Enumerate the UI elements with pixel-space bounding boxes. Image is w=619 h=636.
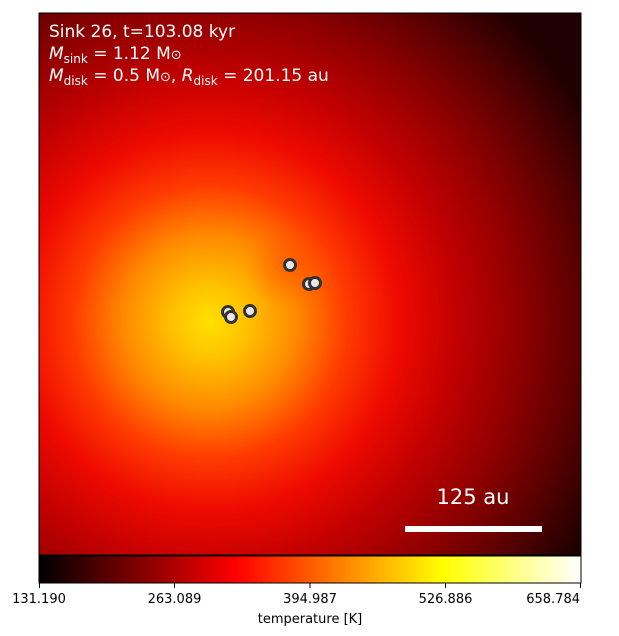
sink-marker xyxy=(243,304,257,318)
colorbar-ticks xyxy=(39,583,581,588)
colorbar-tick-label: 526.886 xyxy=(419,592,473,607)
colorbar: 131.190 263.089 394.987 526.886 658.784 … xyxy=(12,555,582,627)
sink-marker xyxy=(283,258,297,272)
scale-bar-line xyxy=(405,526,542,532)
colorbar-tick-label: 658.784 xyxy=(526,592,580,607)
scale-bar-label: 125 au xyxy=(437,485,510,509)
colorbar-tick-label: 263.089 xyxy=(148,592,202,607)
colorbar-gradient xyxy=(38,555,582,584)
map-frame xyxy=(38,12,582,556)
colorbar-label: temperature [K] xyxy=(258,612,363,627)
sink-markers xyxy=(221,258,322,324)
msink-line: Msink = 1.12 M⊙ xyxy=(49,44,182,66)
sink-marker xyxy=(224,310,238,324)
scale-bar: 125 au xyxy=(405,485,542,532)
sink-marker xyxy=(308,276,322,290)
colorbar-tick-label: 394.987 xyxy=(283,592,337,607)
colorbar-tick-label: 131.190 xyxy=(12,592,66,607)
mdisk-rdisk-line: Mdisk = 0.5 M⊙, Rdisk = 201.15 au xyxy=(49,66,329,88)
title-line: Sink 26, t=103.08 kyr xyxy=(49,22,235,42)
